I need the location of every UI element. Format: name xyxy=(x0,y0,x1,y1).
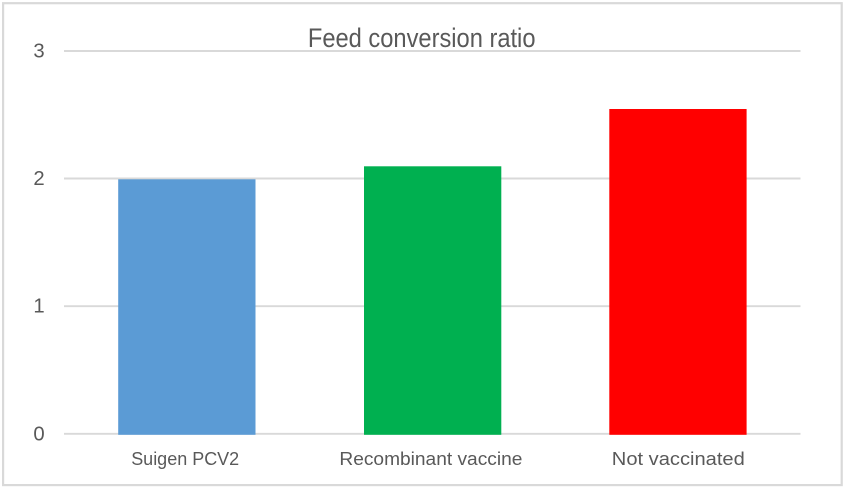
svg-text:3: 3 xyxy=(33,41,44,63)
svg-text:0: 0 xyxy=(33,423,44,445)
svg-text:Recombinant vaccine: Recombinant vaccine xyxy=(339,449,522,469)
svg-text:Not vaccinated: Not vaccinated xyxy=(612,449,745,469)
svg-text:Suigen PCV2: Suigen PCV2 xyxy=(131,449,239,469)
svg-text:Feed conversion ratio: Feed conversion ratio xyxy=(308,22,536,53)
svg-text:1: 1 xyxy=(33,296,44,318)
svg-text:2: 2 xyxy=(33,168,44,190)
